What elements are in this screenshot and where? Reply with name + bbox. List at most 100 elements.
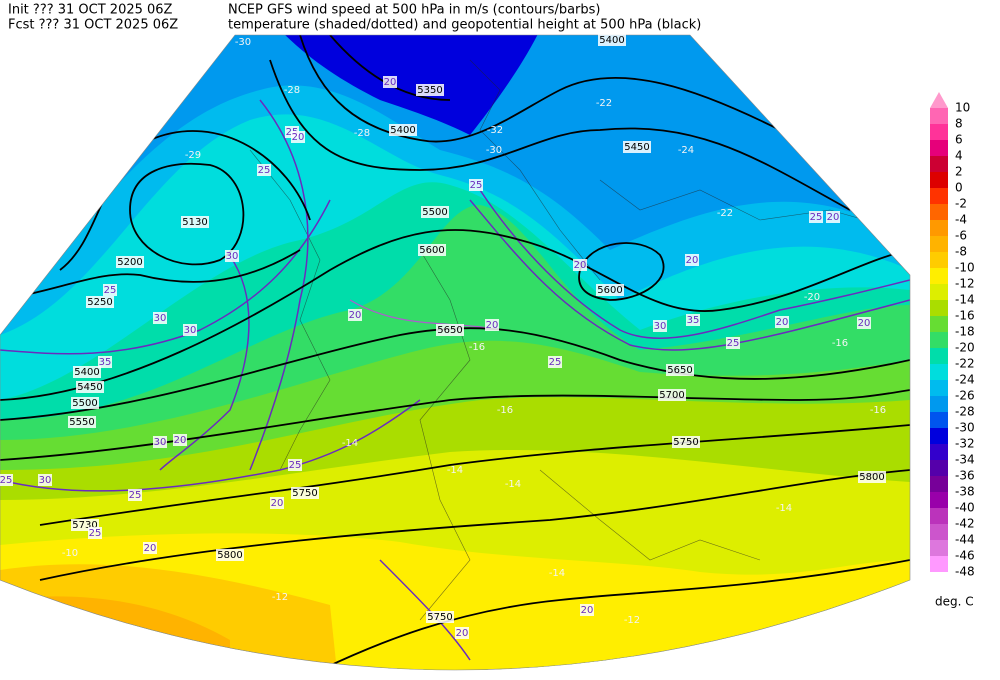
height-label: 5800 <box>217 550 242 561</box>
temperature-label: -16 <box>469 342 485 353</box>
height-contour <box>578 242 665 301</box>
height-contour <box>299 35 781 143</box>
wind-label-box <box>809 211 823 223</box>
height-label: 5550 <box>69 417 94 428</box>
wind-contour <box>249 99 309 471</box>
height-label: 5750 <box>427 612 452 623</box>
colorbar-box <box>930 268 948 284</box>
wind-label-box <box>685 254 699 266</box>
colorbar-arrow <box>930 92 948 108</box>
wind-label: 20 <box>686 255 699 266</box>
wind-label: 20 <box>271 498 284 509</box>
height-label: 5130 <box>182 217 207 228</box>
temperature-label: -14 <box>447 465 463 476</box>
height-label-box <box>71 397 99 409</box>
wind-label-box <box>128 489 142 501</box>
colorbar-box <box>930 316 948 332</box>
height-label-box <box>418 244 446 256</box>
temperature-label: -20 <box>804 292 820 303</box>
colorbar-box <box>930 108 948 124</box>
temperature-label: -22 <box>596 98 612 109</box>
wind-label-box <box>288 459 302 471</box>
temperature-label: -29 <box>185 150 201 161</box>
wind-label: 20 <box>776 317 789 328</box>
colorbar-label: -28 <box>955 405 975 419</box>
colorbar-label: -2 <box>955 197 967 211</box>
wind-label-box <box>857 317 871 329</box>
colorbar-label: -44 <box>955 533 975 547</box>
wind-label-box <box>153 312 167 324</box>
wind-label-box <box>485 319 499 331</box>
wind-label-box <box>257 164 271 176</box>
wind-label: 20 <box>827 212 840 223</box>
height-label: 5500 <box>72 398 97 409</box>
colorbar-box <box>930 508 948 524</box>
height-contour <box>39 424 910 526</box>
wind-label: 25 <box>258 165 271 176</box>
colorbar-box <box>930 124 948 140</box>
temperature-label: -14 <box>342 438 358 449</box>
colorbar-box <box>930 492 948 508</box>
height-label-box <box>73 366 101 378</box>
map-labels: 5400 5350 5400 5450 5500 5600 5130 5200 5250 5400… <box>0 34 886 639</box>
wind-label: 30 <box>226 251 239 262</box>
colorbar-label: -42 <box>955 517 975 531</box>
wind-label: 25 <box>129 490 142 501</box>
height-contour <box>0 229 910 401</box>
temperature-label: -16 <box>497 405 513 416</box>
wind-label: 20 <box>858 318 871 329</box>
height-label: 5730 <box>72 520 97 531</box>
wind-label-box <box>726 337 740 349</box>
colorbar-box <box>930 236 948 252</box>
colorbar-box <box>930 156 948 172</box>
height-contour <box>269 59 851 211</box>
height-label-box <box>658 389 686 401</box>
forecast-label: Fcst ??? 31 OCT 2025 06Z <box>8 18 178 33</box>
temperature-label: -28 <box>284 85 300 96</box>
temperature-label: -28 <box>354 128 370 139</box>
wind-label-box <box>153 436 167 448</box>
height-label-box <box>76 381 104 393</box>
colorbar-box <box>930 332 948 348</box>
height-label-box <box>181 216 209 228</box>
temperature-label: -14 <box>505 479 521 490</box>
temperature-label: -12 <box>624 615 640 626</box>
colorbar-box <box>930 348 948 364</box>
wind-label-box <box>455 627 469 639</box>
wind-label: 25 <box>727 338 740 349</box>
colorbar-label: 6 <box>955 133 963 147</box>
height-label: 5700 <box>659 390 684 401</box>
height-label: 5800 <box>859 472 884 483</box>
colorbar-label: -38 <box>955 485 975 499</box>
colorbar-label: -22 <box>955 357 975 371</box>
colorbar-label: -8 <box>955 245 967 259</box>
height-label-box <box>436 324 464 336</box>
wind-label: 20 <box>292 132 305 143</box>
wind-label: 35 <box>99 357 112 368</box>
colorbar-label: -20 <box>955 341 975 355</box>
height-contour <box>39 469 910 581</box>
colorbar-box <box>930 444 948 460</box>
wind-label-box <box>548 356 562 368</box>
height-label: 5500 <box>422 207 447 218</box>
wind-label: 30 <box>39 475 52 486</box>
height-label-box <box>421 206 449 218</box>
wind-contour <box>469 199 910 351</box>
wind-label-box <box>573 259 587 271</box>
temperature-label: -16 <box>870 405 886 416</box>
colorbar-label: -30 <box>955 421 975 435</box>
temperature-label: -24 <box>678 145 694 156</box>
height-label-box <box>596 284 624 296</box>
wind-label: 25 <box>470 180 483 191</box>
colorbar-label: -4 <box>955 213 967 227</box>
height-contour <box>0 249 301 301</box>
colorbar-box <box>930 220 948 236</box>
wind-label-box <box>270 497 284 509</box>
colorbar-box <box>930 140 948 156</box>
height-label-box <box>623 141 651 153</box>
colorbar-label: -10 <box>955 261 975 275</box>
height-label: 5450 <box>77 382 102 393</box>
colorbar-box <box>930 380 948 396</box>
colorbar-unit: deg. C <box>935 595 974 609</box>
